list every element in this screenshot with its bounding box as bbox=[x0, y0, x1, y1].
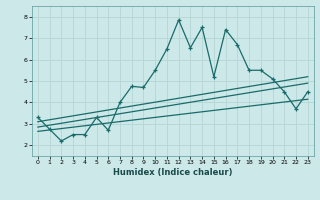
X-axis label: Humidex (Indice chaleur): Humidex (Indice chaleur) bbox=[113, 168, 233, 177]
